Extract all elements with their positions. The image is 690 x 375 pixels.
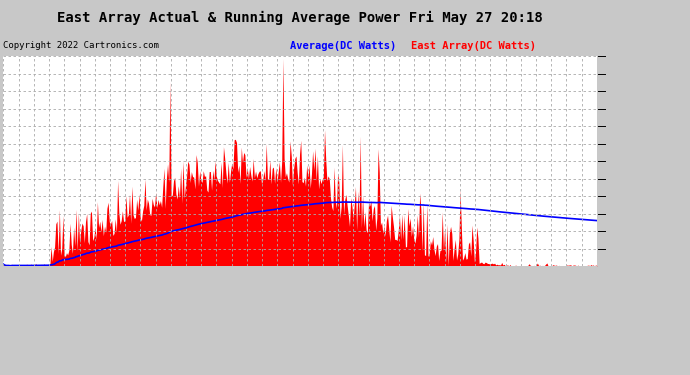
Text: East Array Actual & Running Average Power Fri May 27 20:18: East Array Actual & Running Average Powe… bbox=[57, 11, 543, 26]
Text: East Array(DC Watts): East Array(DC Watts) bbox=[411, 41, 535, 51]
Text: Copyright 2022 Cartronics.com: Copyright 2022 Cartronics.com bbox=[3, 41, 159, 50]
Text: Average(DC Watts): Average(DC Watts) bbox=[290, 41, 396, 51]
